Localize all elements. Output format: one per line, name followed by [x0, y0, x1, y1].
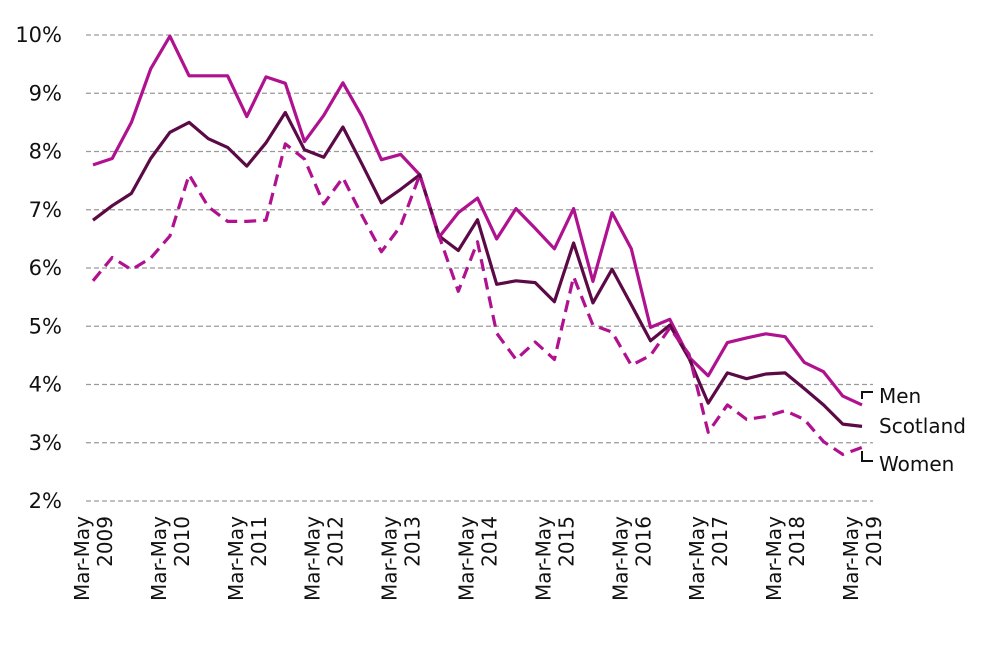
x-tick-label-period: Mar-May [608, 516, 632, 601]
x-tick-label: Mar-May 2013 [378, 516, 425, 601]
y-tick-label: 10% [15, 23, 62, 47]
y-tick-label: 6% [29, 256, 62, 280]
x-tick-label-period: Mar-May [70, 516, 94, 601]
y-tick-label: 4% [29, 373, 62, 397]
x-tick-label-year: 2014 [478, 516, 502, 567]
x-tick-label: Mar-May 2010 [147, 516, 194, 601]
gridlines [86, 34, 873, 502]
x-tick-label: Mar-May 2019 [839, 516, 886, 601]
x-tick-label-period: Mar-May [224, 516, 248, 601]
x-tick-label-year: 2013 [401, 516, 425, 567]
series-line-scotland [92, 110, 863, 428]
x-tick-label-period: Mar-May [685, 516, 709, 601]
y-tick-label: 5% [29, 314, 62, 338]
legend-label-scotland: Scotland [879, 414, 966, 438]
x-tick-label-year: 2019 [862, 516, 886, 567]
series-line-men [92, 34, 863, 407]
y-tick-label: 2% [29, 489, 62, 513]
x-tick-label: Mar-May 2015 [531, 516, 578, 601]
x-tick-label-period: Mar-May [531, 516, 555, 601]
x-tick-label-year: 2010 [170, 516, 194, 567]
x-tick-label: Mar-May 2011 [224, 516, 271, 601]
x-tick-label-period: Mar-May [378, 516, 402, 601]
x-axis-ticks: Mar-May 2009 Mar-May 2010 Mar-May 2011 Mar-May… [70, 516, 886, 601]
series-line-women [91, 142, 863, 456]
x-tick-label: Mar-May 2016 [608, 516, 655, 601]
y-tick-label: 3% [29, 431, 62, 455]
x-tick-label: Mar-May 2018 [762, 516, 809, 601]
x-tick-label-year: 2011 [247, 516, 271, 567]
x-tick-label-year: 2016 [631, 516, 655, 567]
y-tick-label: 8% [29, 140, 62, 164]
x-tick-label-period: Mar-May [455, 516, 479, 601]
x-tick-label-period: Mar-May [839, 516, 863, 601]
x-tick-label-period: Mar-May [762, 516, 786, 601]
legend-label-women: Women [879, 452, 954, 476]
x-tick-label: Mar-May 2017 [685, 516, 732, 601]
legend: Men Scotland Women [861, 384, 966, 476]
x-tick-label: Mar-May 2009 [70, 516, 117, 601]
x-tick-label-period: Mar-May [301, 516, 325, 601]
x-tick-label-year: 2009 [93, 516, 117, 567]
x-tick-label-year: 2018 [785, 516, 809, 567]
legend-connector-women [861, 451, 873, 462]
series-lines [91, 34, 863, 456]
x-tick-label-year: 2017 [708, 516, 732, 567]
legend-connector-men [861, 391, 873, 399]
y-tick-label: 9% [29, 81, 62, 105]
x-tick-label-year: 2012 [324, 516, 348, 567]
y-axis-ticks: 2% 3% 4% 5% 6% 7% 8% 9% 10% [15, 23, 62, 513]
x-tick-label-year: 2015 [554, 516, 578, 567]
x-tick-label: Mar-May 2012 [301, 516, 348, 601]
legend-label-men: Men [879, 384, 921, 408]
x-tick-label: Mar-May 2014 [455, 516, 502, 601]
y-tick-label: 7% [29, 198, 62, 222]
x-tick-label-period: Mar-May [147, 516, 171, 601]
